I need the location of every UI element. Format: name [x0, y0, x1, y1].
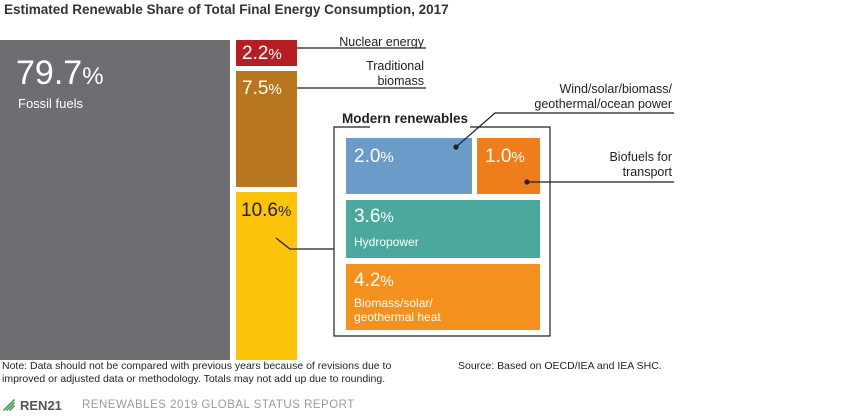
- modern-renewables-title: Modern renewables: [342, 111, 469, 126]
- wind-solar-value: 2.0%: [354, 146, 394, 167]
- biofuels-value: 1.0%: [485, 146, 525, 167]
- hydropower-label: Hydropower: [354, 235, 419, 249]
- wind-solar-label: Wind/solar/biomass/geothermal/ocean powe…: [534, 82, 672, 111]
- traditional-biomass-block: 7.5%: [236, 71, 297, 187]
- biofuels-block: 1.0%: [477, 138, 540, 194]
- nuclear-energy-block: 2.2%: [236, 40, 297, 66]
- nuclear-energy-label: Nuclear energy: [339, 35, 424, 49]
- modern-renewables-value: 10.6%: [241, 200, 292, 221]
- fossil-fuels-value: 79.7%: [16, 54, 104, 92]
- note-text: Note: Data should not be compared with p…: [2, 360, 392, 385]
- nuclear-energy-value: 2.2%: [242, 43, 282, 64]
- modern-renewables-block: 10.6%: [236, 192, 297, 360]
- hydropower-block: 3.6% Hydropower: [346, 200, 540, 258]
- ren21-logo-icon: [3, 399, 15, 411]
- hydropower-value: 3.6%: [354, 206, 394, 227]
- report-name: RENEWABLES 2019 GLOBAL STATUS REPORT: [82, 399, 355, 411]
- fossil-fuels-block: 79.7% Fossil fuels: [0, 40, 230, 360]
- ren21-logo: REN21: [20, 398, 62, 413]
- heat-value: 4.2%: [354, 270, 394, 291]
- chart-title: Estimated Renewable Share of Total Final…: [4, 2, 449, 17]
- traditional-biomass-label: Traditional biomass: [366, 59, 424, 88]
- wind-solar-block: 2.0%: [346, 138, 472, 194]
- heat-label: Biomass/solar/geothermal heat: [354, 296, 441, 324]
- biofuels-label: Biofuels for transport: [609, 150, 672, 179]
- traditional-biomass-value: 7.5%: [242, 78, 282, 99]
- heat-block: 4.2% Biomass/solar/geothermal heat: [346, 264, 540, 330]
- source-text: Source: Based on OECD/IEA and IEA SHC.: [458, 360, 662, 372]
- fossil-fuels-label: Fossil fuels: [18, 96, 84, 111]
